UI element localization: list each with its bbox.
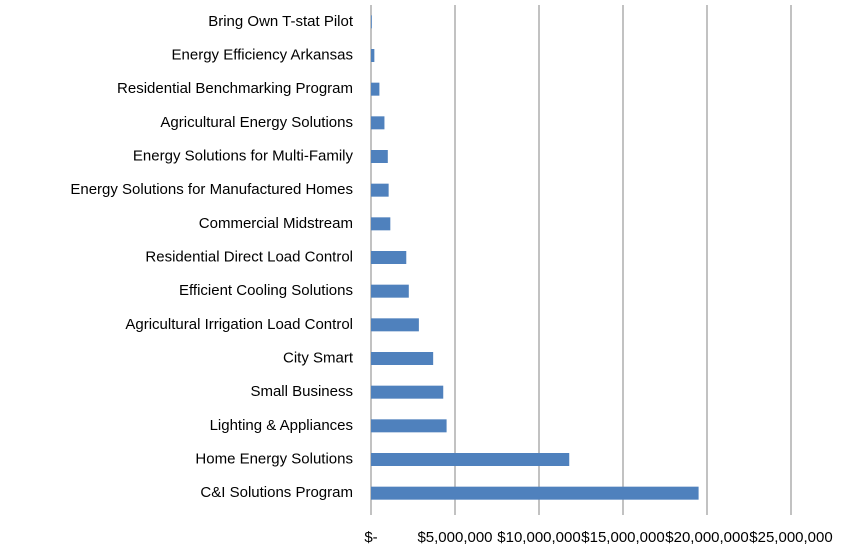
- bar: [371, 217, 391, 231]
- bar: [371, 150, 388, 163]
- bar: [371, 453, 570, 466]
- x-tick-label: $25,000,000: [749, 529, 832, 546]
- y-tick-label: Agricultural Energy Solutions: [160, 114, 353, 131]
- y-tick-label: Efficient Cooling Solutions: [179, 282, 353, 299]
- y-tick-label: Commercial Midstream: [199, 215, 353, 232]
- x-tick-label: $10,000,000: [497, 529, 580, 546]
- y-tick-label: Small Business: [250, 383, 353, 400]
- bar: [371, 385, 444, 399]
- y-tick-label: Agricultural Irrigation Load Control: [125, 316, 353, 333]
- x-tick-label: $5,000,000: [417, 529, 492, 546]
- bar: [371, 318, 419, 332]
- y-tick-label: Lighting & Appliances: [210, 417, 353, 434]
- bar: [371, 15, 372, 29]
- y-tick-label: C&I Solutions Program: [200, 484, 353, 501]
- bar: [371, 284, 409, 298]
- y-tick-label: Residential Benchmarking Program: [117, 80, 353, 97]
- y-tick-label: Home Energy Solutions: [195, 450, 353, 467]
- y-tick-label: Energy Solutions for Manufactured Homes: [70, 181, 353, 198]
- bar: [371, 419, 447, 433]
- y-tick-label: City Smart: [283, 349, 354, 366]
- y-tick-label: Residential Direct Load Control: [145, 248, 353, 265]
- bar: [371, 352, 434, 365]
- bar: [371, 486, 699, 500]
- bar: [371, 116, 385, 130]
- y-tick-label: Bring Own T-stat Pilot: [208, 13, 354, 30]
- x-tick-label: $20,000,000: [665, 529, 748, 546]
- x-tick-label: $-: [364, 529, 377, 546]
- bar: [371, 251, 407, 264]
- y-tick-label: Energy Solutions for Multi-Family: [133, 147, 354, 164]
- bar: [371, 183, 389, 197]
- y-tick-label: Energy Efficiency Arkansas: [172, 46, 353, 63]
- x-tick-label: $15,000,000: [581, 529, 664, 546]
- bar: [371, 82, 380, 96]
- bar: [371, 49, 375, 62]
